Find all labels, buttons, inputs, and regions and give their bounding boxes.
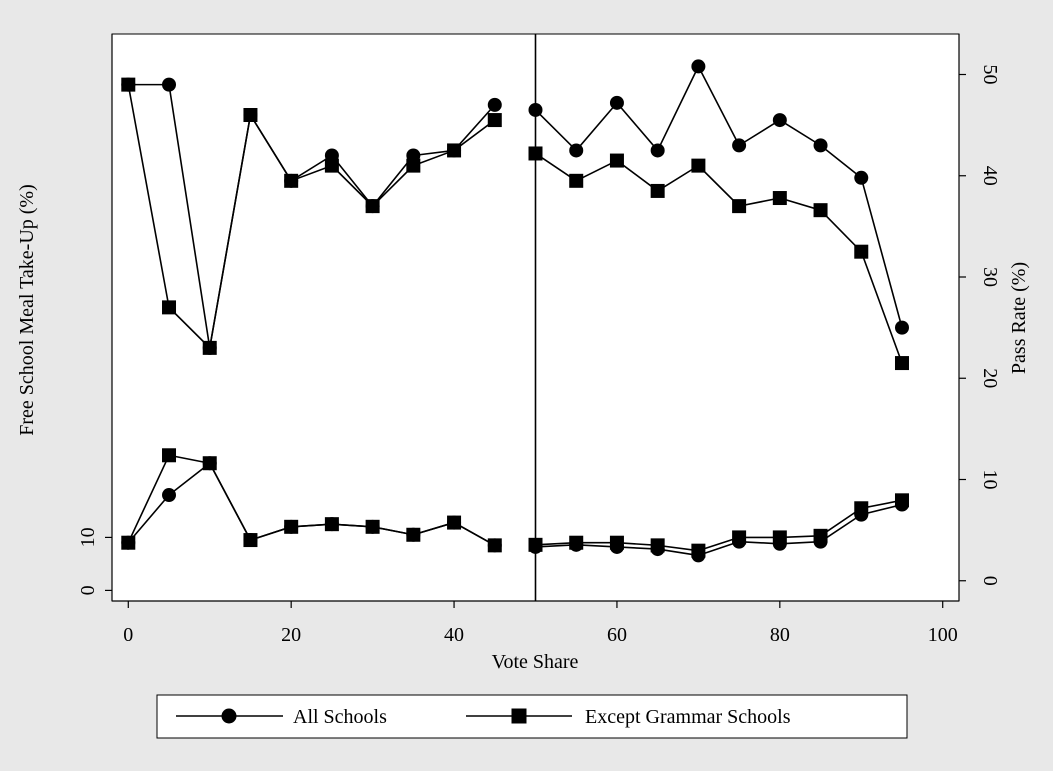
pass-rate-point-all-schools (569, 143, 584, 158)
legend-label-except-grammar: Except Grammar Schools (585, 706, 791, 728)
legend-label-all-schools: All Schools (293, 706, 387, 728)
left-tick-label: 0 (77, 585, 99, 595)
free-meal-point-except-grammar (813, 528, 828, 543)
free-meal-point-except-grammar (487, 538, 502, 553)
right-tick-label: 50 (979, 65, 1001, 85)
pass-rate-point-except-grammar (854, 244, 869, 259)
pass-rate-point-all-schools (650, 143, 665, 158)
free-meal-point-except-grammar (894, 493, 909, 508)
right-tick-label: 30 (979, 267, 1001, 287)
right-tick-label: 20 (979, 368, 1001, 388)
left-axis-title: Free School Meal Take-Up (%) (16, 184, 38, 435)
pass-rate-point-all-schools (813, 138, 828, 153)
free-meal-point-except-grammar (121, 535, 136, 550)
pass-rate-point-except-grammar (487, 113, 502, 128)
pass-rate-point-except-grammar (569, 173, 584, 188)
x-tick-label: 20 (281, 624, 301, 646)
free-meal-point-except-grammar (202, 456, 217, 471)
x-tick-label: 60 (607, 624, 627, 646)
pass-rate-point-except-grammar (772, 191, 787, 206)
pass-rate-point-except-grammar (609, 153, 624, 168)
pass-rate-point-except-grammar (650, 183, 665, 198)
pass-rate-point-except-grammar (324, 158, 339, 173)
free-meal-point-except-grammar (324, 517, 339, 532)
right-tick-label: 10 (979, 470, 1001, 490)
legend-square-marker (511, 708, 527, 724)
free-meal-point-except-grammar (650, 538, 665, 553)
pass-rate-point-all-schools (772, 113, 787, 128)
right-axis-title: Pass Rate (%) (1008, 262, 1030, 374)
left-tick-label: 10 (77, 527, 99, 547)
pass-rate-point-except-grammar (528, 146, 543, 161)
pass-rate-point-all-schools (487, 97, 502, 112)
free-meal-line-all-schools (535, 503, 903, 557)
pass-rate-point-except-grammar (365, 199, 380, 214)
free-meal-point-except-grammar (447, 515, 462, 530)
pass-rate-point-except-grammar (691, 158, 706, 173)
free-meal-line-except-grammar (535, 499, 903, 552)
free-meal-point-except-grammar (406, 527, 421, 542)
pass-rate-line-all-schools (128, 83, 496, 349)
pass-rate-point-all-schools (894, 320, 909, 335)
pass-rate-line-except-grammar (127, 84, 496, 349)
pass-rate-point-except-grammar (732, 199, 747, 214)
free-meal-point-except-grammar (284, 519, 299, 534)
pass-rate-point-except-grammar (121, 77, 136, 92)
x-tick-label: 0 (123, 624, 133, 646)
free-meal-point-all-schools (162, 488, 177, 503)
right-tick-label: 0 (979, 576, 1001, 586)
pass-rate-point-except-grammar (243, 108, 258, 122)
pass-rate-point-all-schools (691, 59, 706, 74)
pass-rate-point-except-grammar (162, 300, 177, 315)
pass-rate-point-except-grammar (284, 173, 299, 188)
free-meal-point-except-grammar (569, 535, 584, 550)
legend-circle-marker (221, 708, 237, 724)
x-axis-title: Vote Share (492, 651, 579, 673)
pass-rate-point-all-schools (609, 95, 624, 110)
free-meal-point-except-grammar (243, 533, 258, 548)
free-meal-line-except-grammar (127, 454, 496, 547)
pass-rate-line-all-schools (534, 65, 903, 328)
x-tick-label: 100 (928, 624, 958, 646)
x-tick-label: 80 (770, 624, 790, 646)
pass-rate-point-except-grammar (406, 158, 421, 173)
right-tick-label: 40 (979, 166, 1001, 186)
free-meal-point-except-grammar (691, 543, 706, 558)
pass-rate-point-except-grammar (894, 356, 909, 371)
pass-rate-point-all-schools (854, 170, 869, 185)
pass-rate-point-all-schools (162, 77, 177, 92)
pass-rate-point-all-schools (732, 138, 747, 153)
free-meal-point-except-grammar (528, 537, 543, 552)
free-meal-point-except-grammar (854, 501, 869, 516)
pass-rate-point-except-grammar (813, 203, 828, 218)
legend: All Schools Except Grammar Schools (156, 694, 908, 739)
pass-rate-point-except-grammar (447, 143, 462, 158)
free-meal-point-except-grammar (609, 535, 624, 550)
pass-rate-point-all-schools (528, 102, 543, 117)
x-tick-label: 40 (444, 624, 464, 646)
pass-rate-point-except-grammar (202, 340, 217, 355)
free-meal-point-except-grammar (732, 530, 747, 545)
free-meal-point-except-grammar (365, 519, 380, 534)
free-meal-point-except-grammar (772, 530, 787, 545)
free-meal-point-except-grammar (162, 448, 177, 463)
pass-rate-line-except-grammar (535, 152, 903, 364)
